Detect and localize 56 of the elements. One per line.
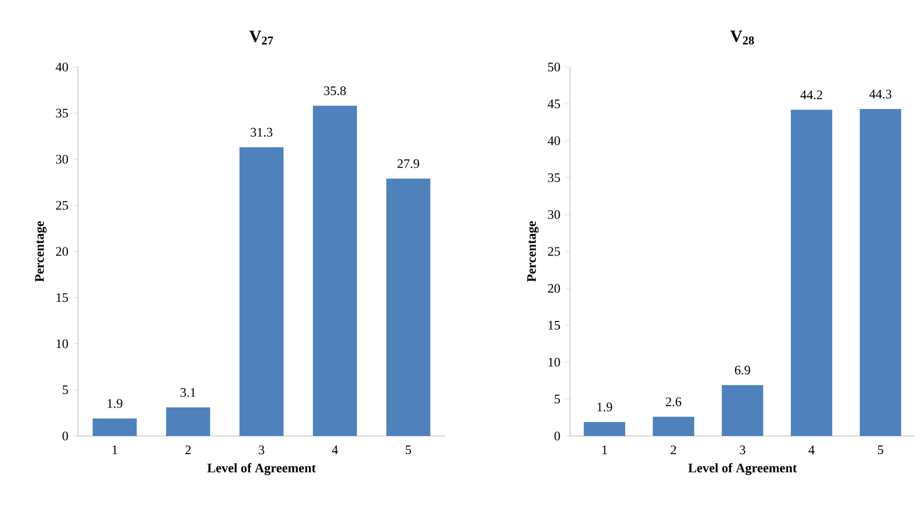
data-label: 1.9: [108, 399, 122, 408]
bar: [860, 109, 902, 436]
data-label: 31.3: [250, 128, 272, 137]
y-tick-label: 10: [56, 339, 68, 348]
x-tick-label: 4: [808, 446, 815, 454]
y-tick-label: 15: [56, 293, 68, 302]
x-tick-label: 1: [112, 446, 118, 454]
y-tick-label: 0: [62, 432, 68, 440]
chart-title: V$_{27}$: [249, 30, 274, 44]
y-tick-label: 0: [554, 432, 560, 440]
data-label: 35.8: [324, 86, 346, 96]
bar: [584, 422, 626, 436]
bar: [386, 178, 430, 436]
y-tick-label: 20: [548, 284, 560, 293]
bar: [166, 407, 210, 436]
y-tick-label: 45: [548, 100, 560, 108]
y-tick-label: 5: [554, 394, 560, 404]
x-tick-label: 5: [406, 446, 412, 454]
x-tick-label: 3: [740, 446, 746, 454]
bar: [790, 110, 832, 436]
y-tick-label: 30: [548, 210, 560, 219]
x-tick-label: 4: [332, 446, 338, 454]
y-tick-label: 25: [56, 200, 68, 210]
y-tick-label: 30: [56, 154, 68, 164]
data-label: 1.9: [598, 402, 612, 412]
bar: [312, 106, 357, 436]
data-label: 27.9: [397, 159, 420, 168]
x-tick-label: 2: [670, 446, 676, 454]
data-label: 44.2: [800, 90, 822, 100]
bar: [652, 416, 694, 436]
y-axis-title: Percentage: [527, 221, 539, 282]
data-label: 44.3: [869, 90, 892, 99]
data-label: 2.6: [666, 397, 682, 406]
y-axis-title: Percentage: [35, 221, 47, 282]
bar: [92, 418, 137, 436]
y-tick-label: 40: [56, 62, 68, 72]
x-axis-title: Level of Agreement: [688, 463, 797, 476]
y-tick-label: 35: [548, 173, 560, 182]
y-tick-label: 35: [56, 108, 68, 118]
data-label: 3.1: [180, 388, 196, 397]
x-tick-label: 2: [185, 446, 191, 454]
data-label: 6.9: [734, 366, 750, 375]
x-axis-title: Level of Agreement: [207, 463, 316, 476]
bar: [722, 385, 764, 436]
chart-title: V$_{28}$: [730, 30, 754, 44]
y-tick-label: 20: [56, 247, 68, 256]
x-tick-label: 1: [602, 446, 607, 454]
y-tick-label: 5: [62, 386, 68, 394]
y-tick-label: 10: [548, 358, 560, 367]
x-tick-label: 5: [878, 446, 884, 454]
y-tick-label: 40: [548, 136, 560, 146]
y-tick-label: 25: [548, 247, 560, 256]
bar: [239, 147, 284, 436]
x-tick-label: 3: [258, 446, 264, 454]
y-tick-label: 50: [548, 62, 560, 72]
y-tick-label: 15: [548, 320, 560, 330]
